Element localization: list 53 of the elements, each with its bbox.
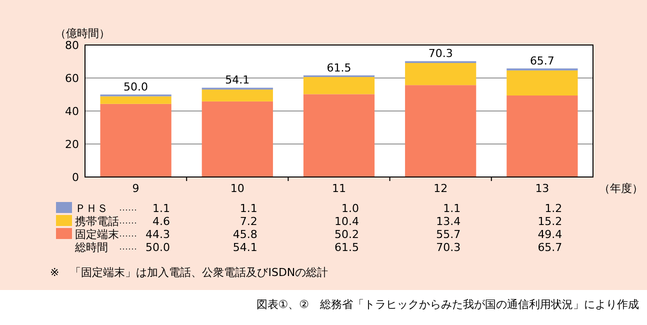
y-axis-title: （億時間） <box>55 27 110 40</box>
data-label: 1.0 <box>342 202 359 215</box>
data-label: 1.1 <box>152 202 170 215</box>
y-tick-label: 60 <box>65 72 79 85</box>
x-tick-label: 12 <box>434 182 448 195</box>
total-label: 54.1 <box>225 74 250 87</box>
text: ※ 「固定端末」は加入電話、公衆電話及びISDNの総計 <box>50 266 328 279</box>
data-label: 55.7 <box>436 228 461 241</box>
bar <box>405 62 476 86</box>
x-tick-label: 11 <box>332 182 346 195</box>
legend-label: 携帯電話 <box>75 215 119 228</box>
legend-label: 固定端末 <box>75 228 119 241</box>
y-tick-label: 80 <box>65 39 79 52</box>
text: 65.7 <box>538 241 562 254</box>
y-tick-label: 20 <box>65 138 79 151</box>
x-tick-label: 10 <box>230 182 244 195</box>
text: 図表①、② 総務省「トラヒックからみた我が国の通信利用状況」により作成 <box>256 298 639 311</box>
data-label: 4.6 <box>152 215 170 228</box>
bar <box>202 90 273 102</box>
bar <box>506 70 578 96</box>
data-label: 15.2 <box>538 215 562 228</box>
data-label: 44.3 <box>146 228 170 241</box>
data-label: 1.2 <box>544 202 562 215</box>
data-label: 45.8 <box>232 228 258 241</box>
total-label: 50.0 <box>124 80 148 94</box>
data-label: 7.2 <box>240 215 258 228</box>
bar <box>405 85 476 177</box>
bar <box>303 94 375 177</box>
data-label: 10.4 <box>334 215 359 228</box>
data-label: 1.1 <box>443 202 461 215</box>
total-label: 70.3 <box>428 47 453 60</box>
bar <box>303 77 375 94</box>
bar <box>100 96 172 104</box>
data-label: 1.1 <box>240 202 258 215</box>
bar <box>506 95 578 177</box>
y-tick-label: 40 <box>65 105 79 118</box>
text: 50.0 <box>146 241 170 254</box>
text: 61.5 <box>334 241 359 254</box>
bar <box>100 104 172 177</box>
data-label: 13.4 <box>436 215 461 228</box>
text: 54.1 <box>232 241 258 254</box>
data-label: 49.4 <box>538 228 562 241</box>
y-tick-label: 0 <box>72 171 79 184</box>
text: 70.3 <box>436 241 461 254</box>
x-axis-title: （年度） <box>599 182 643 195</box>
x-tick-label: 9 <box>132 182 140 195</box>
text: 総時間 <box>74 241 108 254</box>
legend-label: ＰＨＳ <box>75 202 108 215</box>
total-label: 65.7 <box>530 54 554 68</box>
bar <box>202 101 273 177</box>
x-tick-label: 13 <box>535 182 550 195</box>
data-label: 50.2 <box>334 228 359 241</box>
total-label: 61.5 <box>326 61 352 74</box>
